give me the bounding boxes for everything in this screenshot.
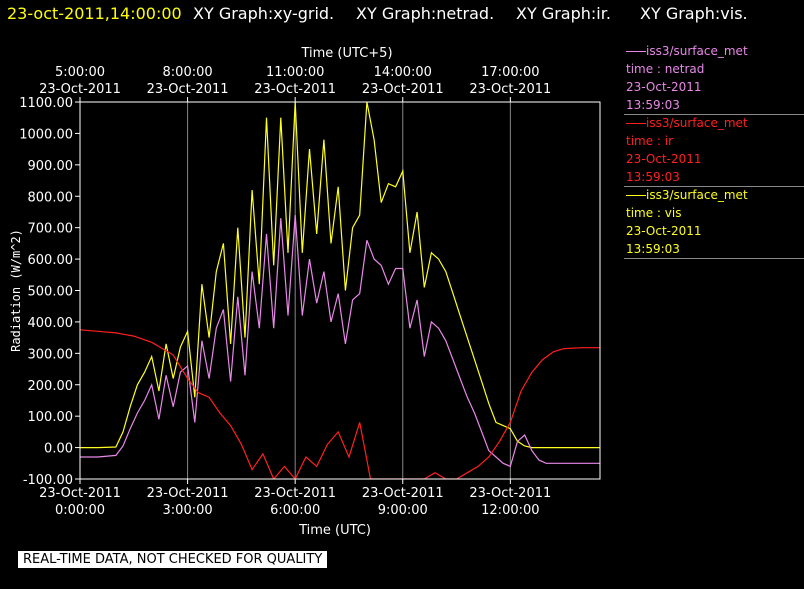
x-top-tick-label-time: 14:00:00: [374, 65, 432, 80]
legend-variable: time : ir: [626, 134, 674, 148]
y-tick-label: 200.00: [28, 379, 74, 394]
legend-source: iss3/surface_met: [646, 116, 748, 130]
x-tick-label-time: 3:00:00: [163, 503, 213, 518]
series-lines: [80, 102, 600, 479]
y-tick-label: 1000.00: [19, 127, 73, 142]
legend-divider: [624, 114, 804, 115]
legend-variable: time : netrad: [626, 62, 705, 76]
legend-variable: time : vis: [626, 206, 682, 220]
x-tick-label-time: 6:00:00: [270, 503, 320, 518]
y-tick-label: 1100.00: [19, 96, 73, 111]
legend-date: 23-Oct-2011: [626, 224, 702, 238]
x-axis-ticks: 23-Oct-2011 0:00:00 23-Oct-2011 3:00:00 23-O…: [39, 65, 551, 518]
legend-divider: [624, 186, 804, 187]
x-tick-label-date: 23-Oct-2011: [254, 486, 336, 501]
y-tick-label: 100.00: [28, 410, 74, 425]
x-tick-label-date: 23-Oct-2011: [147, 486, 229, 501]
legend-entry-vis: iss3/surface_met time : vis 23-Oct-2011 …: [626, 186, 748, 258]
quality-disclaimer: REAL-TIME DATA, NOT CHECKED FOR QUALITY: [18, 551, 328, 568]
legend-source: iss3/surface_met: [646, 188, 748, 202]
y-tick-label: 800.00: [28, 190, 74, 205]
header-bar: 23-oct-2011,14:00:00 XY Graph:xy-grid. X…: [0, 0, 804, 30]
x-tick-label-date: 23-Oct-2011: [362, 486, 444, 501]
series-line-timevis: [80, 102, 600, 449]
x-tick-label-date: 23-Oct-2011: [39, 486, 121, 501]
header-timestamp: 23-oct-2011,14:00:00: [7, 4, 182, 23]
y-axis-ticks: -100.00 0.00 100.00 200.00 300.00 400.00 500.0…: [19, 96, 80, 488]
y-tick-label: 400.00: [28, 316, 74, 331]
x-top-tick-label-date: 23-Oct-2011: [39, 82, 121, 97]
x-top-tick-label-date: 23-Oct-2011: [147, 82, 229, 97]
legend-date: 23-Oct-2011: [626, 80, 702, 94]
legend-time: 13:59:03: [626, 98, 680, 112]
x-axis-label: Time (UTC): [298, 523, 371, 538]
legend-divider: [624, 258, 804, 259]
x-top-tick-label-date: 23-Oct-2011: [362, 82, 444, 97]
legend-swatch-ir: [626, 123, 646, 124]
x-axis-top-label: Time (UTC+5): [300, 46, 392, 61]
legend-date: 23-Oct-2011: [626, 152, 702, 166]
x-top-tick-label-date: 23-Oct-2011: [469, 82, 551, 97]
graph-title-netrad: XY Graph:netrad.: [356, 4, 495, 23]
series-line-timeir: [80, 329, 600, 479]
y-tick-label: 900.00: [28, 159, 74, 174]
x-tick-label-time: 12:00:00: [481, 503, 539, 518]
x-tick-label-time: 0:00:00: [55, 503, 105, 518]
x-top-tick-label-time: 8:00:00: [163, 65, 213, 80]
legend-time: 13:59:03: [626, 242, 680, 256]
legend-swatch-vis: [626, 195, 646, 196]
x-top-tick-label-time: 11:00:00: [266, 65, 324, 80]
graph-title-xy-grid: XY Graph:xy-grid.: [193, 4, 335, 23]
graph-title-vis: XY Graph:vis.: [640, 4, 748, 23]
x-top-tick-label-date: 23-Oct-2011: [254, 82, 336, 97]
grid-lines: [187, 102, 511, 479]
x-top-tick-label-time: 5:00:00: [55, 65, 105, 80]
x-tick-label-date: 23-Oct-2011: [469, 486, 551, 501]
y-tick-label: 700.00: [28, 222, 74, 237]
y-tick-label: 300.00: [28, 347, 74, 362]
y-tick-label: 600.00: [28, 253, 74, 268]
legend-swatch-netrad: [626, 51, 646, 52]
graph-title-ir: XY Graph:ir.: [516, 4, 611, 23]
y-axis-label: Radiation (W/m^2): [9, 229, 23, 352]
y-tick-label: 500.00: [28, 285, 74, 300]
legend-time: 13:59:03: [626, 170, 680, 184]
y-tick-label: -100.00: [23, 473, 73, 488]
y-tick-label: 0.00: [44, 442, 73, 457]
plot-area-frame: [79, 101, 601, 480]
legend-entry-ir: iss3/surface_met time : ir 23-Oct-2011 1…: [626, 114, 748, 186]
x-top-tick-label-time: 17:00:00: [481, 65, 539, 80]
x-tick-label-time: 9:00:00: [378, 503, 428, 518]
legend-entry-netrad: iss3/surface_met time : netrad 23-Oct-20…: [626, 42, 748, 114]
series-line-timenetrad: [80, 215, 600, 468]
legend-source: iss3/surface_met: [646, 44, 748, 58]
